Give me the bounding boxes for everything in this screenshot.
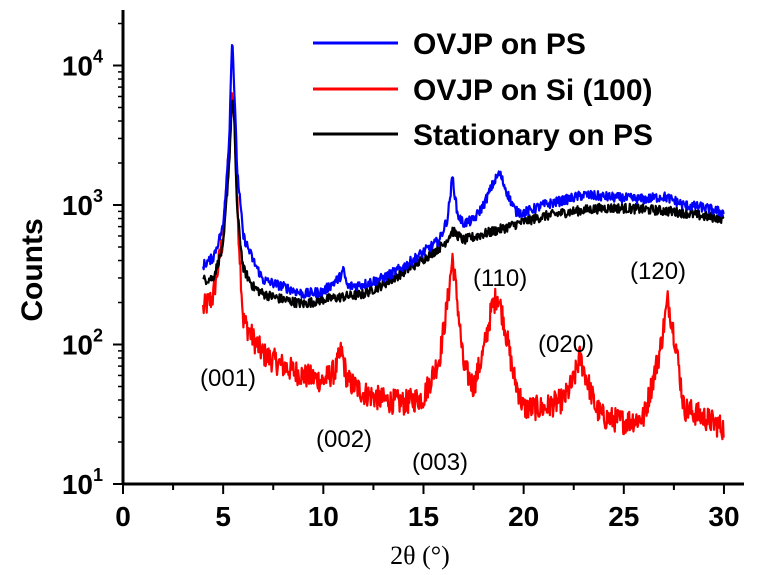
annotation-110: (110)	[473, 265, 527, 292]
y-tick-base: 10	[62, 469, 93, 500]
x-tick-label: 25	[608, 501, 639, 532]
legend-label-ovjp-ps: OVJP on PS	[413, 28, 586, 61]
x-tick-label: 0	[115, 501, 131, 532]
annotation-003: (003)	[412, 449, 468, 476]
legend: OVJP on PS OVJP on Si (100) Stationary o…	[313, 28, 653, 152]
x-tick-label: 5	[215, 501, 231, 532]
y-tick-label: 102	[62, 326, 103, 361]
y-tick-base: 10	[62, 330, 93, 361]
x-axis-title: 2θ (°)	[390, 541, 450, 570]
y-tick-base: 10	[62, 190, 93, 221]
x-tick-label: 20	[508, 501, 539, 532]
series-line-0	[202, 43, 725, 299]
y-tick-exponent: 1	[93, 465, 103, 485]
annotation-002: (002)	[316, 426, 372, 453]
y-axis-title: Counts	[16, 218, 49, 321]
x-tick-label: 10	[308, 501, 339, 532]
x-tick-label: 30	[708, 501, 739, 532]
series-line-1	[202, 92, 725, 441]
x-tick-label: 15	[408, 501, 439, 532]
series-line-2	[202, 99, 725, 309]
peak-annotations: (001) (002) (003) (110) (020) (120)	[200, 258, 686, 476]
legend-label-ovjp-si: OVJP on Si (100)	[413, 74, 653, 107]
legend-label-stationary-ps: Stationary on PS	[413, 119, 653, 152]
annotation-020: (020)	[538, 331, 594, 358]
annotation-001: (001)	[200, 365, 256, 392]
y-tick-label: 104	[62, 47, 103, 82]
y-tick-label: 103	[62, 186, 103, 221]
y-tick-base: 10	[62, 51, 93, 82]
series-layer	[202, 43, 725, 441]
annotation-120: (120)	[630, 258, 686, 285]
y-tick-label: 101	[62, 465, 103, 500]
y-tick-exponent: 2	[93, 326, 103, 346]
y-tick-exponent: 3	[93, 186, 103, 206]
y-tick-exponent: 4	[93, 47, 103, 67]
axes	[113, 10, 744, 494]
